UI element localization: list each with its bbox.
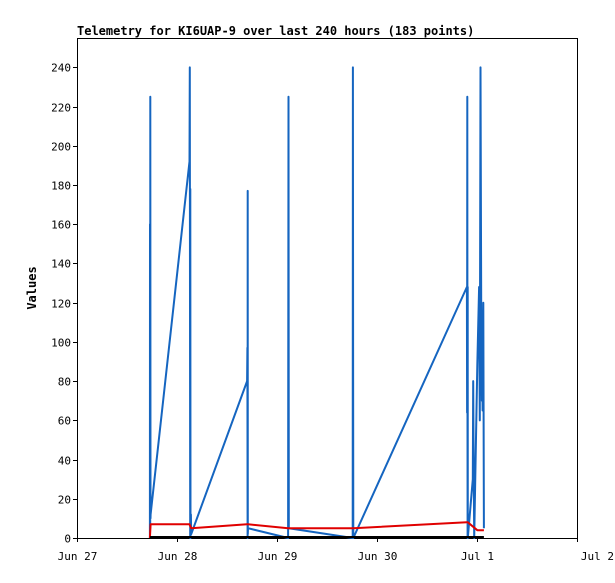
chart-title: Telemetry for KI6UAP-9 over last 240 hou…	[77, 24, 474, 38]
series-line-1	[148, 66, 485, 539]
x-axis-ticks: Jun 27 Jun 28 Jun 29 Jun 30 Jul 1 Jul 2	[58, 538, 614, 563]
y-tick-label: 220	[51, 102, 71, 115]
y-tick-label: 80	[58, 376, 71, 389]
y-tick-label: 240	[51, 62, 71, 75]
x-tick-label: Jul 1	[461, 550, 494, 563]
y-tick-label: 200	[51, 141, 71, 154]
y-tick-label: 60	[58, 415, 71, 428]
y-tick-label: 0	[64, 533, 71, 546]
y-tick-label: 120	[51, 298, 71, 311]
plot-area-frame	[77, 38, 578, 539]
y-tick-label: 40	[58, 455, 71, 468]
y-axis-ticks: 0 20 40 60 80 100 120 140 160 180 200 220 240	[51, 62, 77, 546]
series-line-2	[148, 521, 484, 539]
y-tick-label: 160	[51, 219, 71, 232]
y-tick-label: 20	[58, 494, 71, 507]
y-tick-label: 100	[51, 337, 71, 350]
x-tick-label: Jun 28	[158, 550, 198, 563]
x-tick-label: Jun 30	[358, 550, 398, 563]
y-tick-label: 140	[51, 258, 71, 271]
x-tick-label: Jul 2	[581, 550, 614, 563]
x-tick-label: Jun 27	[58, 550, 98, 563]
x-tick-label: Jun 29	[258, 550, 298, 563]
series-layer	[148, 66, 485, 539]
y-tick-label: 180	[51, 180, 71, 193]
y-axis-title: Values	[25, 266, 39, 309]
